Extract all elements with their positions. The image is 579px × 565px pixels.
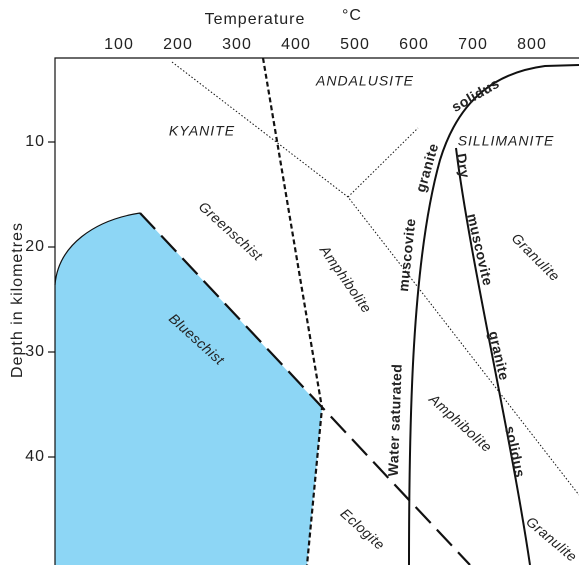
dry-solidus xyxy=(455,147,531,565)
x-tick-label: 100 xyxy=(104,36,134,53)
facies-label: Granulite xyxy=(509,230,564,285)
solidus-label: muscovite xyxy=(395,217,419,292)
facies-label: Greenschist xyxy=(196,198,267,264)
x-tick-label: 300 xyxy=(222,36,252,53)
x-tick-label: 600 xyxy=(399,36,429,53)
solidus-label: solidus xyxy=(449,75,502,115)
blueschist-boundary xyxy=(54,212,141,286)
solidus-label: Dry xyxy=(453,152,473,179)
x-axis-unit: °C xyxy=(342,7,362,24)
solidus-label: Water saturated xyxy=(385,363,405,476)
blueschist-eclogite-boundary xyxy=(139,212,471,565)
facies-label: Amphibolite xyxy=(426,390,496,455)
solidus-label: muscovite xyxy=(464,212,496,287)
x-tick-label: 500 xyxy=(340,36,370,53)
x-tick-label: 400 xyxy=(281,36,311,53)
solidus-label: granite xyxy=(486,329,513,382)
y-tick-label: 10 xyxy=(25,133,45,150)
blueschist-field xyxy=(55,213,322,565)
mineral-label: KYANITE xyxy=(169,123,235,139)
x-tick-label: 700 xyxy=(458,36,488,53)
mineral-label: SILLIMANITE xyxy=(458,133,555,149)
y-axis-label: Depth in kilometres xyxy=(9,222,26,378)
x-tick-label: 200 xyxy=(163,36,193,53)
y-tick-label: 20 xyxy=(25,238,45,255)
greenschist-amphibolite-boundary xyxy=(261,57,324,565)
y-tick-label: 40 xyxy=(25,448,45,465)
frame xyxy=(54,57,579,565)
aluminosilicate-boundary xyxy=(171,61,579,496)
facies-label: Granulite xyxy=(523,513,579,565)
y-tick-label: 30 xyxy=(25,343,45,360)
mineral-label: ANDALUSITE xyxy=(315,73,414,89)
facies-label: Amphibolite xyxy=(316,242,375,316)
facies-label: Eclogite xyxy=(338,505,389,553)
x-tick-label: 800 xyxy=(517,36,547,53)
solidus-label: solidus xyxy=(502,424,529,479)
x-axis-label: Temperature xyxy=(205,11,306,28)
water-saturated-solidus xyxy=(408,64,579,565)
